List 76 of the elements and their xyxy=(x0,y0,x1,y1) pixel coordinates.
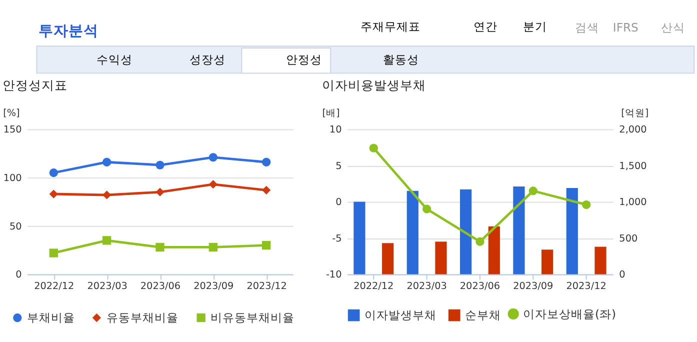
point xyxy=(422,204,432,214)
point xyxy=(582,200,591,209)
point xyxy=(262,186,271,194)
text: 연간 xyxy=(474,20,498,34)
text: 분기 xyxy=(522,20,547,34)
text: 검색 xyxy=(575,20,600,35)
point xyxy=(102,158,112,166)
y2-axis-title: [억원] xyxy=(621,108,649,120)
point xyxy=(262,240,271,250)
text: 성장성 xyxy=(189,52,226,67)
bar xyxy=(566,188,578,274)
point xyxy=(49,190,58,198)
text: 수익성 xyxy=(96,52,133,67)
bar xyxy=(594,246,606,274)
x-tick-label: 2022/12 xyxy=(34,281,74,292)
point xyxy=(208,242,218,252)
bar xyxy=(382,243,394,274)
y2-tick-label: 500 xyxy=(619,233,638,244)
x-tick-label: 2023/06 xyxy=(460,281,500,292)
point xyxy=(102,190,112,200)
x-tick-label: 2023/06 xyxy=(140,281,181,292)
point xyxy=(49,168,58,178)
x-tick-label: 2023/12 xyxy=(246,281,287,292)
point xyxy=(156,242,164,252)
point xyxy=(208,180,218,189)
bar xyxy=(354,202,366,274)
x-tick-label: 2023/03 xyxy=(87,281,128,292)
legend-label: 비유동부채비율 xyxy=(210,310,295,325)
y-axis-title: [%] xyxy=(3,108,20,120)
point xyxy=(156,188,164,196)
bar xyxy=(542,250,554,274)
y-tick-label: 0 xyxy=(336,197,342,208)
y-tick-label: -5 xyxy=(332,233,342,244)
point xyxy=(476,237,484,246)
text: 주재무제표 xyxy=(360,20,421,34)
x-tick-label: 2023/03 xyxy=(406,281,447,292)
chart-title: 이자비용발생부채 xyxy=(322,78,426,93)
point xyxy=(262,158,271,166)
y-axis-title: [배] xyxy=(322,108,340,120)
legend-label: 이자보상배율(좌) xyxy=(522,306,616,321)
point xyxy=(102,236,112,245)
chart-title: 안정성지표 xyxy=(2,78,68,93)
y-tick-label: 150 xyxy=(3,124,22,136)
point xyxy=(49,248,58,258)
y-tick-label: 50 xyxy=(9,221,22,232)
bar xyxy=(488,226,500,274)
point xyxy=(369,144,378,152)
x-tick-label: 2023/09 xyxy=(194,281,234,292)
text: 활동성 xyxy=(382,52,419,67)
legend-label: 순부채 xyxy=(464,308,501,322)
point xyxy=(156,160,164,170)
y-tick-label: 10 xyxy=(329,124,342,136)
y2-tick-label: 1,000 xyxy=(619,197,647,208)
bar xyxy=(406,190,418,274)
legend-label: 부채비율 xyxy=(27,310,76,325)
y-tick-label: 5 xyxy=(336,160,342,172)
x-tick-label: 2023/09 xyxy=(513,281,554,292)
y2-tick-label: 1,500 xyxy=(619,160,647,172)
text: 산식 xyxy=(661,20,686,35)
y-tick-label: 0 xyxy=(16,270,22,281)
y-tick-label: -10 xyxy=(326,270,342,281)
point xyxy=(528,186,538,196)
text: 투자분석 xyxy=(38,23,99,40)
point xyxy=(208,152,218,162)
bar xyxy=(435,242,447,274)
x-tick-label: 2023/12 xyxy=(566,281,606,292)
y-tick-label: 100 xyxy=(3,172,22,184)
legend-label: 유동부채비율 xyxy=(106,310,178,325)
bar xyxy=(513,186,525,274)
y2-tick-label: 2,000 xyxy=(619,124,647,136)
bar xyxy=(460,189,472,274)
y2-tick-label: 0 xyxy=(619,270,626,281)
x-tick-label: 2022/12 xyxy=(354,281,394,292)
legend-label: 이자발생부채 xyxy=(364,308,436,322)
text: IFRS xyxy=(612,20,638,35)
text: 안정성 xyxy=(286,52,322,67)
